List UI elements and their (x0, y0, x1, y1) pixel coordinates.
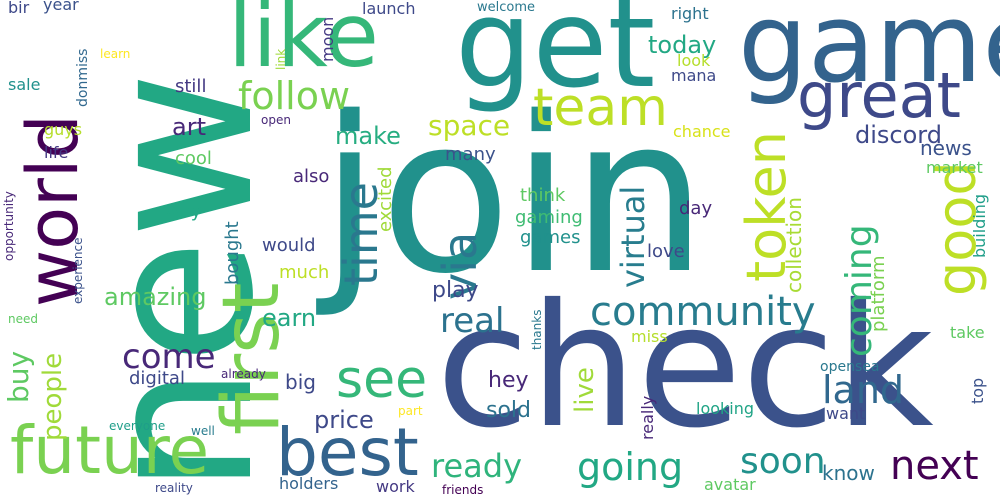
word-think: think (520, 185, 566, 206)
word-people: people (38, 352, 68, 441)
word-best: best (276, 414, 419, 491)
word-platform: platform (868, 255, 889, 332)
word-check: check (436, 268, 934, 466)
word-reality: reality (155, 481, 193, 495)
word-life: life (44, 143, 69, 162)
word-already: already (221, 367, 266, 381)
word-day: day (679, 198, 713, 219)
word-discord: discord (855, 121, 942, 149)
word-game: game (738, 0, 1000, 107)
word-hey: hey (488, 368, 529, 393)
word-welcome: welcome (477, 0, 536, 15)
word-need: need (8, 312, 38, 326)
word-next: next (890, 443, 979, 489)
word-year: year (43, 0, 79, 14)
word-land: land (822, 368, 905, 412)
word-opportunity: opportunity (2, 191, 16, 261)
word-collection: collection (782, 197, 806, 293)
word-future: future (10, 412, 210, 489)
word-news: news (920, 136, 972, 160)
word-guys: guys (44, 120, 83, 139)
word-miss: miss (631, 327, 668, 346)
word-big: big (285, 370, 316, 394)
word-friends: friends (442, 483, 484, 497)
word-know: know (822, 461, 875, 485)
word-learn: learn (100, 47, 131, 61)
word-look: look (677, 51, 711, 70)
word-price: price (314, 406, 374, 434)
word-sale: sale (8, 75, 41, 94)
word-way: way (165, 201, 202, 222)
word-many: many (445, 144, 496, 165)
word-soon: soon (740, 441, 826, 482)
word-excited: excited (375, 166, 396, 232)
word-building: building (970, 193, 989, 258)
word-amazing: amazing (104, 283, 207, 311)
word-team: team (533, 78, 668, 138)
word-much: much (279, 262, 330, 283)
word-earn: earn (262, 304, 317, 332)
word-would: would (262, 235, 316, 256)
word-going: going (577, 445, 684, 489)
word-today: today (648, 31, 717, 59)
word-opensea: opensea (820, 359, 880, 375)
word-like: like (228, 0, 379, 87)
word-looking: looking (696, 399, 755, 418)
word-part: part (398, 404, 423, 418)
word-launch: launch (362, 0, 416, 18)
word-top: top (968, 377, 987, 404)
word-play: play (432, 278, 479, 303)
word-thanks: thanks (530, 309, 544, 350)
word-holders: holders (279, 474, 339, 493)
word-virtual: virtual (614, 185, 652, 288)
word-really: really (638, 395, 657, 440)
word-right: right (671, 4, 709, 23)
word-great: great (797, 59, 961, 132)
word-moon: moon (318, 16, 337, 62)
word-open: open (261, 113, 291, 127)
word-art: art (172, 113, 206, 141)
word-make: make (335, 122, 401, 150)
word-gaming: gaming (515, 207, 583, 228)
word-everyone: everyone (109, 419, 166, 433)
word-avatar: avatar (704, 475, 756, 494)
word-get: get (455, 0, 656, 115)
word-digital: digital (129, 368, 185, 389)
word-come: come (122, 337, 216, 377)
word-take: take (950, 323, 985, 342)
word-community: community (590, 289, 816, 335)
word-space: space (428, 109, 511, 142)
word-also: also (293, 166, 330, 187)
word-buy: buy (2, 350, 35, 403)
word-market: market (926, 158, 983, 177)
word-want: want (826, 404, 866, 423)
word-well: well (191, 424, 215, 438)
word-chance: chance (673, 122, 731, 141)
word-still: still (175, 76, 207, 97)
word-experience: experience (71, 237, 85, 304)
word-see: see (336, 350, 428, 410)
word-ready: ready (431, 447, 522, 485)
word-cool: cool (175, 148, 212, 169)
word-bir: bir (8, 0, 30, 17)
word-sold: sold (486, 398, 531, 423)
word-live: live (570, 367, 600, 413)
word-join: join (320, 70, 708, 321)
word-donmiss: donmiss (75, 48, 91, 107)
word-love: love (647, 241, 685, 262)
word-work: work (376, 477, 415, 496)
word-real: real (440, 301, 505, 341)
word-bought: bought (222, 221, 243, 285)
word-games: games (520, 227, 581, 248)
word-link: link (274, 48, 288, 70)
word-follow: follow (238, 74, 351, 118)
word-mana: mana (671, 66, 717, 85)
